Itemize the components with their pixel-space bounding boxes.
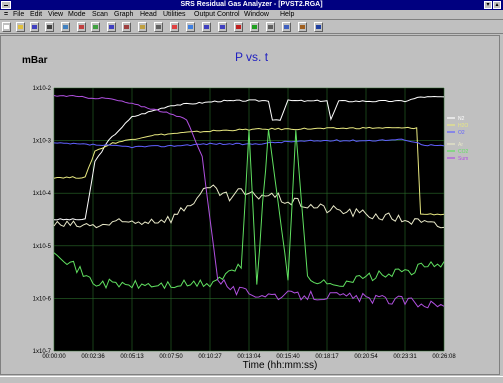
series-line-n2 [53, 95, 445, 221]
chart-title: P vs. t [234, 50, 269, 64]
minimize-icon[interactable]: ▾ [484, 1, 492, 9]
menu-item-system[interactable]: = [4, 11, 9, 18]
scan-setup-icon[interactable] [153, 22, 163, 32]
run-icon[interactable] [249, 22, 259, 32]
zoom-in-icon[interactable] [201, 22, 211, 32]
x-tick-label: 00:20:54 [354, 354, 378, 360]
y-tick-label: 1x10-3 [33, 139, 52, 145]
series-line-o2 [53, 138, 445, 149]
leak-test-icon[interactable] [121, 22, 131, 32]
menu-item-view[interactable]: View [48, 11, 64, 18]
legend-label: O2 [458, 130, 465, 136]
menu-bar: = File Edit View Mode Scan Graph Head Ut… [0, 10, 503, 20]
menu-item-file[interactable]: File [13, 11, 25, 18]
menu-item-edit[interactable]: Edit [30, 11, 43, 18]
x-tick-label: 00:15:40 [276, 354, 300, 360]
legend-label: H2O [458, 123, 468, 129]
print-icon[interactable] [44, 22, 54, 32]
legend-label: N2 [458, 116, 465, 122]
library-icon[interactable] [297, 22, 307, 32]
pvst-scan-icon[interactable] [107, 22, 117, 32]
x-tick-label: 00:13:04 [237, 354, 261, 360]
legend-label: Ar [458, 142, 463, 148]
menu-item-help[interactable]: Help [280, 11, 295, 18]
menu-item-mode[interactable]: Mode [68, 11, 86, 18]
toolbar [0, 21, 503, 34]
y-axis-unit: mBar [22, 55, 48, 66]
menu-item-utilities[interactable]: Utilities [163, 11, 186, 18]
filament-icon[interactable] [169, 22, 179, 32]
y-tick-label: 1x10-2 [33, 86, 52, 92]
window-title: SRS Residual Gas Analyzer - [PVST2.RGA] [180, 1, 323, 8]
x-tick-label: 00:00:00 [42, 354, 66, 360]
open-folder-icon[interactable] [16, 22, 25, 32]
table-scan-icon[interactable] [91, 22, 101, 32]
graph-options-icon[interactable] [281, 22, 291, 32]
y-tick-label: 1x10-5 [33, 244, 52, 250]
analog-scan-icon[interactable] [60, 22, 70, 32]
stop-icon[interactable] [233, 22, 243, 32]
x-tick-label: 00:05:13 [120, 354, 144, 360]
y-tick-label: 1x10-4 [33, 191, 52, 197]
detector-icon[interactable] [185, 22, 195, 32]
series-line-co2 [53, 129, 445, 290]
annunciator-icon[interactable] [137, 22, 147, 32]
x-tick-label: 00:18:17 [315, 354, 339, 360]
save-disk-icon[interactable] [30, 22, 40, 32]
x-axis-label: Time (hh:mm:ss) [242, 360, 318, 371]
histogram-scan-icon[interactable] [76, 22, 86, 32]
legend-label: Sum [458, 156, 468, 162]
series-line-sum [53, 94, 445, 309]
x-tick-label: 00:07:50 [159, 354, 183, 360]
cursor-icon[interactable] [265, 22, 275, 32]
system-menu-icon[interactable] [1, 1, 11, 9]
maximize-icon[interactable]: ▴ [493, 1, 501, 9]
title-bar: SRS Residual Gas Analyzer - [PVST2.RGA] … [0, 0, 503, 10]
menu-item-window[interactable]: Window [244, 11, 269, 18]
menu-item-output-control[interactable]: Output Control [194, 11, 240, 18]
info-icon[interactable] [313, 22, 323, 32]
series-lines [53, 94, 445, 309]
menu-item-head[interactable]: Head [140, 11, 157, 18]
menu-item-scan[interactable]: Scan [92, 11, 108, 18]
x-tick-label: 00:23:31 [393, 354, 417, 360]
new-file-icon[interactable] [1, 22, 11, 32]
x-tick-label: 00:26:08 [432, 354, 456, 360]
x-tick-labels: 00:00:00 00:02:36 00:05:13 00:07:50 00:10:27… [42, 354, 456, 360]
zoom-out-icon[interactable] [217, 22, 227, 32]
y-tick-labels: 1x10-7 1x10-6 1x10-5 1x10-4 1x10-3 1x10-2 [33, 86, 52, 355]
legend-label: CO2 [458, 149, 469, 155]
y-tick-label: 1x10-7 [33, 349, 52, 355]
series-line-ar [53, 184, 445, 229]
x-tick-label: 00:10:27 [198, 354, 222, 360]
status-bar [0, 376, 503, 383]
x-tick-label: 00:02:36 [81, 354, 105, 360]
menu-item-graph[interactable]: Graph [114, 11, 134, 18]
y-tick-label: 1x10-6 [33, 296, 52, 302]
